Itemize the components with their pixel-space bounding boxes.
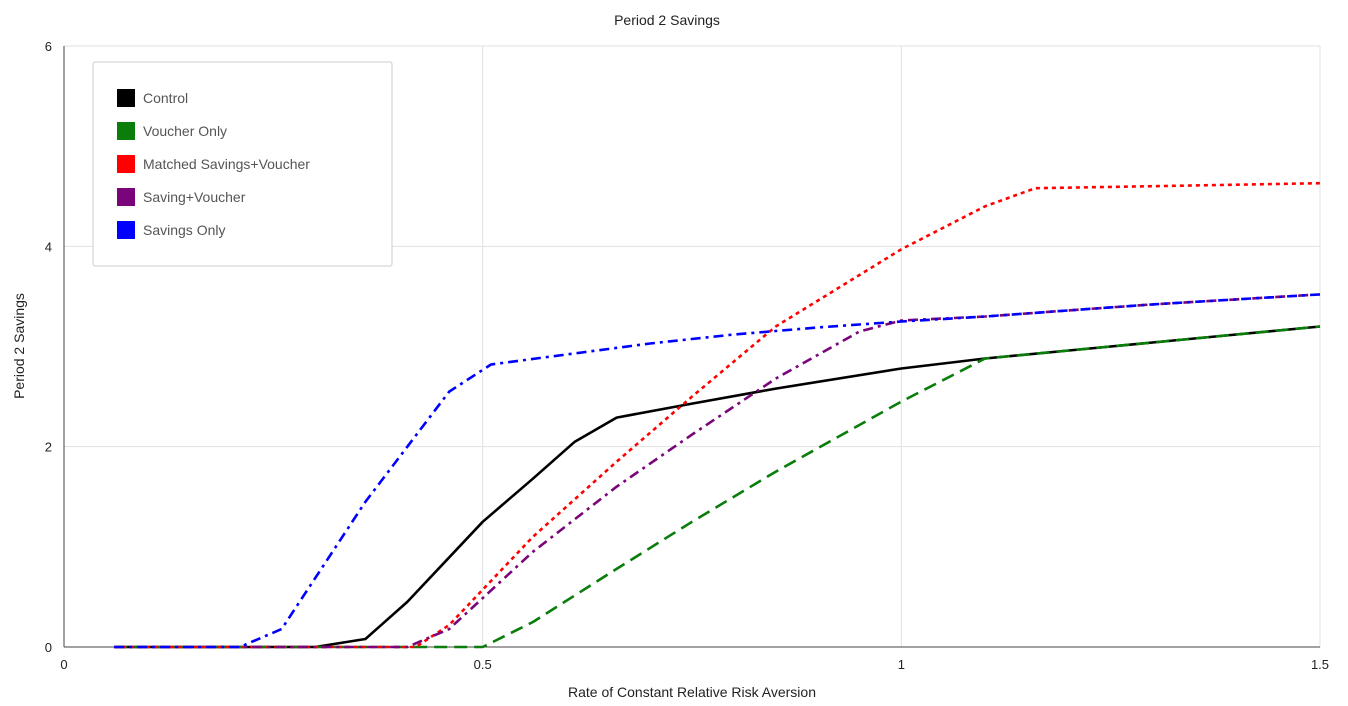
- legend-item-label: Matched Savings+Voucher: [143, 156, 310, 172]
- series-line-voucher-only: [114, 325, 1321, 649]
- legend-item-label: Control: [143, 90, 188, 106]
- series-lines: [114, 181, 1321, 649]
- y-axis-label: Period 2 Savings: [11, 293, 27, 399]
- legend-item-label: Voucher Only: [143, 123, 227, 139]
- x-tick-label: 1: [898, 657, 905, 672]
- series-line-saving-voucher: [114, 293, 1321, 649]
- legend-item-label: Saving+Voucher: [143, 189, 246, 205]
- series-line-matched-savings-voucher: [114, 181, 1321, 649]
- series-line-savings-only: [114, 293, 1321, 649]
- legend-swatch: [117, 155, 135, 173]
- chart-title: Period 2 Savings: [614, 12, 720, 28]
- y-tick-label: 2: [45, 440, 52, 455]
- legend-box: [92, 61, 393, 267]
- x-axis-label: Rate of Constant Relative Risk Aversion: [568, 684, 816, 700]
- legend-swatch: [117, 122, 135, 140]
- legend-swatch: [117, 221, 135, 239]
- series-line-control: [114, 325, 1321, 649]
- y-tick-label: 4: [45, 239, 52, 254]
- legend-swatch: [117, 89, 135, 107]
- legend-swatch: [117, 188, 135, 206]
- x-tick-label: 0: [60, 657, 67, 672]
- y-tick-label: 0: [45, 640, 52, 655]
- y-tick-label: 6: [45, 39, 52, 54]
- x-tick-label: 0.5: [474, 657, 492, 672]
- legend: Control Voucher Only Matched Savings+Vouch…: [92, 61, 393, 267]
- legend-item-label: Savings Only: [143, 222, 225, 238]
- x-tick-label: 1.5: [1311, 657, 1329, 672]
